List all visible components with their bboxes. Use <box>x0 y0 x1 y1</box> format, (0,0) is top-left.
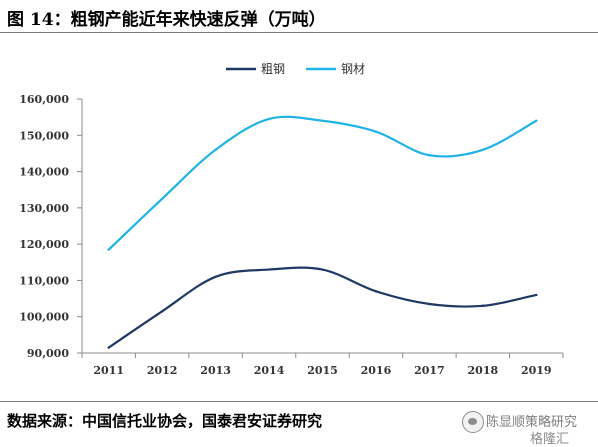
watermark: 陈显顺策略研究 格隆汇 <box>462 408 598 447</box>
data-point <box>107 248 110 251</box>
y-tick-label: 110,000 <box>19 274 69 287</box>
y-tick-label: 90,000 <box>27 347 69 360</box>
data-point <box>214 275 217 278</box>
y-tick-label: 100,000 <box>19 311 69 324</box>
line-chart: 粗钢 钢材 90,000 100,000 110,000 120,000 130,000 1… <box>19 62 564 377</box>
x-axis: 2011 2012 2013 2014 2015 2016 2017 2018 2019 <box>81 352 564 377</box>
y-tick-label: 150,000 <box>19 129 69 142</box>
x-tick-label: 2016 <box>361 364 392 377</box>
data-point <box>160 197 164 200</box>
y-tick-label: 130,000 <box>19 202 69 215</box>
data-point <box>374 290 378 293</box>
x-tick-label: 2014 <box>254 364 285 377</box>
x-tick-label: 2019 <box>521 364 552 377</box>
x-tick-label: 2011 <box>93 364 124 377</box>
x-tick-label: 2012 <box>147 364 178 377</box>
y-tick-label: 140,000 <box>19 166 69 179</box>
watermark-account: 陈显顺策略研究 <box>486 415 578 430</box>
legend: 粗钢 钢材 <box>226 62 365 76</box>
x-tick-label: 2015 <box>307 364 338 377</box>
series-line-1 <box>107 115 538 251</box>
legend-label: 钢材 <box>341 62 365 76</box>
footer-divider <box>0 401 598 402</box>
watermark-brand: 格隆汇 <box>530 432 570 447</box>
data-point <box>428 154 431 157</box>
y-tick-label: 120,000 <box>19 238 69 251</box>
data-point <box>107 346 110 349</box>
series-line-0 <box>107 266 538 349</box>
x-tick-label: 2013 <box>200 364 231 377</box>
data-point <box>481 304 485 308</box>
data-point <box>321 119 324 122</box>
data-point <box>160 310 164 313</box>
data-point <box>321 268 324 271</box>
data-point <box>481 148 485 151</box>
legend-label: 粗钢 <box>261 62 285 76</box>
source-note: 数据来源：中国信托业协会，国泰君安证券研究 <box>7 412 323 430</box>
wechat-logo-icon <box>462 411 484 433</box>
data-point <box>428 302 431 306</box>
figure-title: 图 14：粗钢产能近年来快速反弹（万吨） <box>7 10 326 30</box>
data-point <box>214 148 217 151</box>
title-bar: 图 14：粗钢产能近年来快速反弹（万吨） <box>0 0 598 33</box>
data-point <box>374 130 378 133</box>
data-point <box>267 117 271 121</box>
y-axis: 90,000 100,000 110,000 120,000 130,000 140,00… <box>19 93 83 360</box>
data-point <box>535 293 538 297</box>
data-point <box>535 119 538 122</box>
x-tick-label: 2018 <box>468 364 499 377</box>
x-tick-label: 2017 <box>414 364 445 377</box>
data-point <box>267 268 271 271</box>
y-tick-label: 160,000 <box>19 93 69 106</box>
plot-series <box>107 115 538 349</box>
